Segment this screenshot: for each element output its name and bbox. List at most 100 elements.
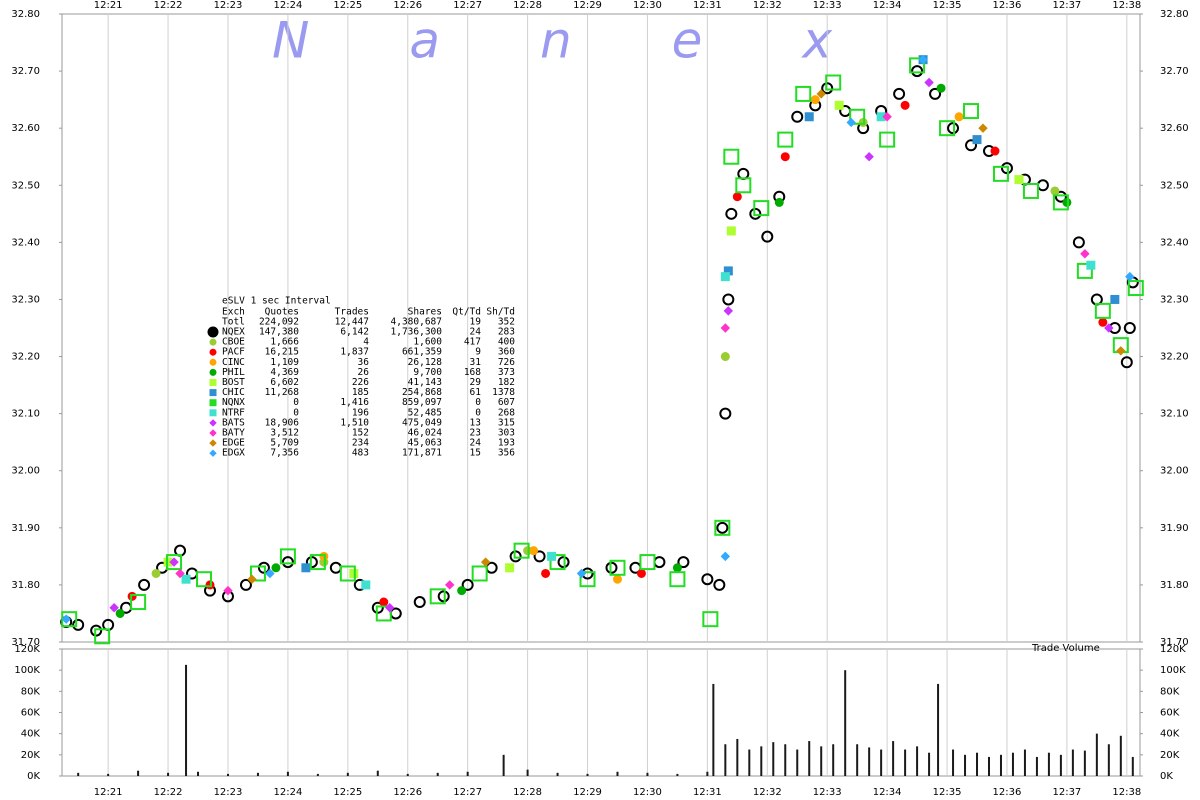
stats-cell: 1,109 — [270, 357, 299, 368]
point — [90, 624, 103, 637]
point — [130, 594, 147, 611]
y-tick-label: 80K — [1160, 686, 1180, 697]
point — [1076, 262, 1093, 279]
stats-cell: 224,092 — [259, 317, 299, 328]
point — [639, 554, 656, 571]
y-tick-label: 80K — [21, 686, 41, 697]
point — [816, 89, 826, 99]
point — [541, 568, 551, 578]
x-tick-label: 12:37 — [1052, 787, 1081, 798]
point — [61, 614, 71, 624]
point — [669, 571, 686, 588]
stats-cell: 168 — [464, 367, 481, 378]
stats-cell: 23 — [470, 428, 481, 439]
point — [127, 591, 137, 601]
point — [893, 87, 906, 100]
stats-cell: 4,369 — [270, 367, 299, 378]
point — [735, 177, 752, 194]
point — [720, 551, 731, 562]
stats-cell: CHIC — [222, 387, 245, 398]
point — [239, 578, 252, 591]
point — [972, 135, 982, 145]
bar — [904, 749, 907, 776]
bar — [976, 752, 979, 776]
point — [965, 139, 978, 152]
stats-cell: 4 — [363, 337, 369, 348]
point — [281, 556, 294, 569]
y-tick-label: 0K — [27, 771, 40, 782]
x-tick-label: 12:26 — [393, 787, 422, 798]
stats-cell: 0 — [293, 407, 299, 418]
legend-marker — [209, 419, 217, 427]
x-tick-label: 12:26 — [393, 0, 422, 11]
point — [1127, 280, 1144, 297]
point — [533, 550, 546, 563]
point — [716, 521, 729, 534]
point — [1036, 179, 1049, 192]
point — [461, 578, 474, 591]
point — [72, 618, 85, 631]
x-tick-label: 12:35 — [933, 787, 962, 798]
point — [900, 100, 910, 110]
point — [151, 568, 161, 578]
stats-cell: Shares — [408, 307, 442, 318]
stats-cell: BOST — [222, 377, 245, 388]
bar — [1023, 749, 1026, 776]
point — [429, 588, 446, 605]
stats-cell: 483 — [352, 448, 369, 459]
stats-cell: 1,666 — [270, 337, 299, 348]
point — [939, 120, 956, 137]
point — [963, 103, 980, 120]
point — [761, 230, 774, 243]
legend-marker — [209, 409, 217, 417]
stats-cell: 16,215 — [265, 347, 299, 358]
bar — [556, 772, 559, 776]
stats-cell: PHIL — [222, 367, 245, 378]
point — [196, 571, 213, 588]
stats-cell: 196 — [352, 407, 369, 418]
stats-cell: 24 — [470, 327, 482, 338]
point — [1104, 323, 1114, 333]
point — [1086, 260, 1096, 270]
stats-cell: 147,380 — [259, 327, 299, 338]
stats-cell: 6,602 — [270, 377, 299, 388]
bar — [844, 670, 847, 776]
point — [305, 556, 318, 569]
bar — [197, 771, 200, 776]
point — [319, 551, 329, 561]
point — [1000, 162, 1013, 175]
stats-cell: 24 — [470, 438, 482, 449]
bar — [748, 749, 751, 776]
point — [223, 585, 233, 596]
x-tick-label: 12:35 — [933, 0, 962, 11]
bar — [820, 746, 823, 776]
stats-cell: 373 — [498, 367, 515, 378]
bar — [1083, 750, 1086, 776]
stats-cell: 0 — [475, 407, 481, 418]
stats-cell: 15 — [470, 448, 481, 459]
x-tick-label: 12:31 — [693, 0, 722, 11]
stats-cell: 1,837 — [340, 347, 369, 358]
point — [929, 87, 942, 100]
point — [1098, 317, 1108, 327]
y-tick-label: 60K — [1160, 708, 1180, 719]
x-tick-label: 12:38 — [1112, 787, 1141, 798]
stats-cell: 5,709 — [270, 438, 299, 449]
x-tick-label: 12:22 — [154, 787, 183, 798]
stats-cell: 400 — [498, 337, 515, 348]
point — [720, 272, 730, 282]
x-tick-label: 12:23 — [214, 787, 243, 798]
point — [94, 628, 111, 645]
point — [471, 565, 488, 582]
point — [1120, 356, 1133, 369]
stats-cell: BATS — [222, 417, 245, 428]
point — [576, 568, 587, 579]
stats-cell: 1378 — [492, 387, 515, 398]
stats-cell: 661,359 — [402, 347, 442, 358]
point — [247, 574, 257, 584]
stats-cell: Trades — [335, 307, 369, 318]
stats-cell: NTRF — [222, 407, 245, 418]
point — [1052, 194, 1069, 211]
stats-cell: NQEX — [222, 327, 245, 338]
